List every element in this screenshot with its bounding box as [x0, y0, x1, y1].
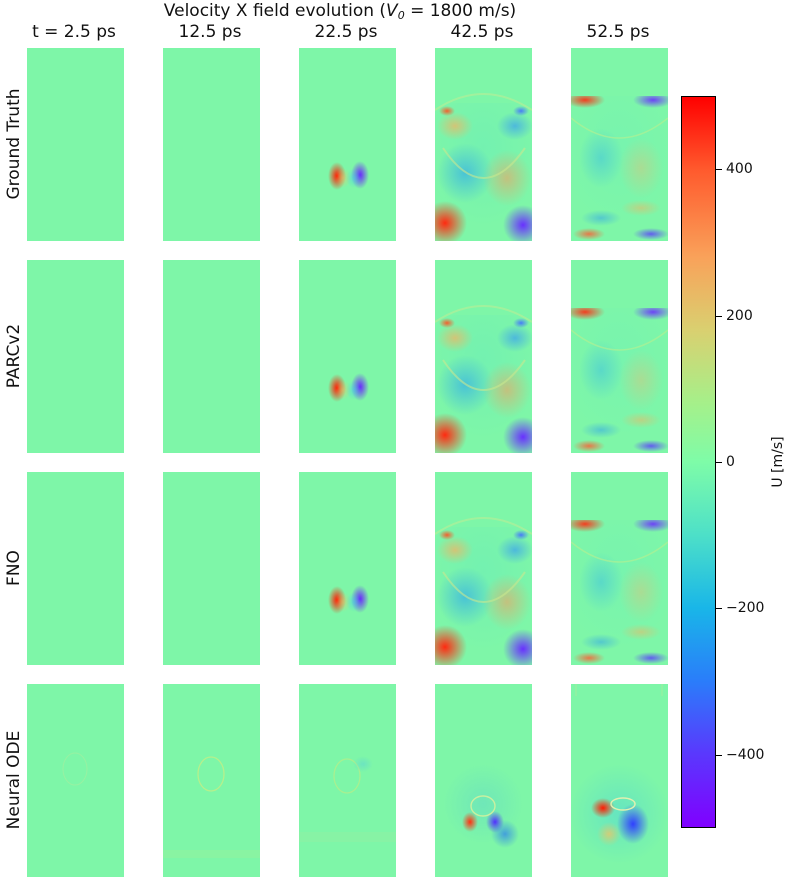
field-image — [27, 684, 124, 877]
column-label-1: t = 2.5 ps — [32, 22, 116, 42]
column-label-5: 52.5 ps — [586, 22, 650, 42]
panel-parcv2-col1 — [27, 260, 124, 453]
panel-fno-col3 — [299, 472, 396, 665]
panel-fno-col1 — [27, 472, 124, 665]
field-image — [163, 48, 260, 241]
colorbar — [681, 96, 716, 828]
panel-neural-ode-col4 — [435, 684, 532, 877]
field-image — [571, 260, 668, 453]
field-image — [163, 260, 260, 453]
field-image — [299, 472, 396, 665]
title-subscript: 0 — [397, 9, 405, 22]
panel-parcv2-col4 — [435, 260, 532, 453]
panel-fno-col5 — [571, 472, 668, 665]
field-image — [27, 260, 124, 453]
panel-ground-truth-col2 — [163, 48, 260, 241]
colorbar-tick-mark — [716, 169, 722, 170]
panel-neural-ode-col2 — [163, 684, 260, 877]
field-image — [435, 472, 532, 665]
colorbar-tick-mark — [716, 462, 722, 463]
chart-title: Velocity X field evolution (V0 = 1800 m/… — [0, 1, 680, 22]
field-image — [435, 48, 532, 241]
panel-neural-ode-col5 — [571, 684, 668, 877]
colorbar-tick-label: 200 — [726, 308, 753, 324]
field-image — [163, 472, 260, 665]
colorbar-tick-label: −400 — [726, 747, 765, 763]
panel-ground-truth-col1 — [27, 48, 124, 241]
panel-fno-col4 — [435, 472, 532, 665]
field-image — [299, 48, 396, 241]
panel-neural-ode-col1 — [27, 684, 124, 877]
field-image — [435, 684, 532, 877]
colorbar-tick-mark — [716, 755, 722, 756]
panel-ground-truth-col3 — [299, 48, 396, 241]
column-label-4: 42.5 ps — [450, 22, 514, 42]
field-image — [571, 48, 668, 241]
panel-parcv2-col3 — [299, 260, 396, 453]
panel-neural-ode-col3 — [299, 684, 396, 877]
field-image — [27, 48, 124, 241]
panel-ground-truth-col5 — [571, 48, 668, 241]
panel-parcv2-col2 — [163, 260, 260, 453]
panel-ground-truth-col4 — [435, 48, 532, 241]
field-image — [435, 260, 532, 453]
field-image — [571, 684, 668, 877]
field-image — [163, 684, 260, 877]
title-prefix: Velocity X field evolution ( — [163, 1, 387, 21]
colorbar-tick-label: 400 — [726, 161, 753, 177]
column-label-3: 22.5 ps — [314, 22, 378, 42]
field-image — [299, 260, 396, 453]
field-image — [299, 684, 396, 877]
colorbar-tick-label: 0 — [726, 454, 735, 470]
colorbar-tick-label: −200 — [726, 600, 765, 616]
colorbar-tick-mark — [716, 608, 722, 609]
column-label-2: 12.5 ps — [178, 22, 242, 42]
field-image — [571, 472, 668, 665]
colorbar-tick-mark — [716, 316, 722, 317]
field-image — [27, 472, 124, 665]
title-symbol: V — [386, 1, 398, 21]
panel-parcv2-col5 — [571, 260, 668, 453]
title-suffix: = 1800 m/s) — [404, 1, 517, 21]
panel-fno-col2 — [163, 472, 260, 665]
